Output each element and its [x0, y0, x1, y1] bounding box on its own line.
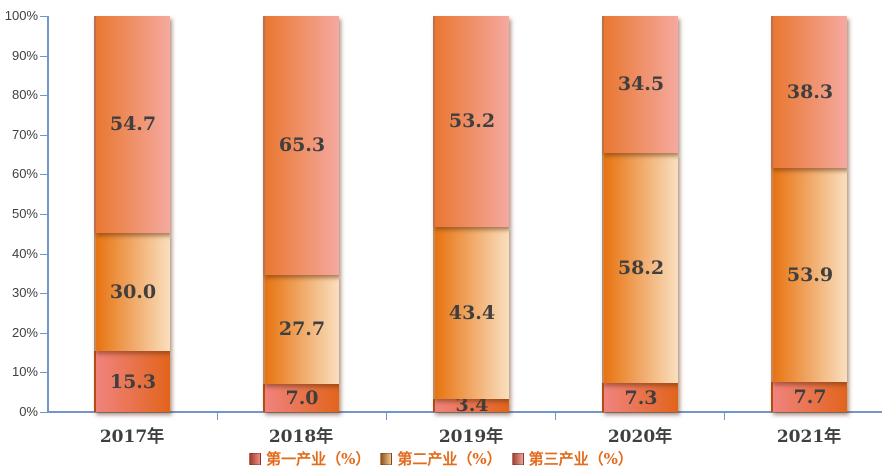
- data-label: 27.7: [278, 318, 326, 341]
- x-axis-tick: [555, 413, 556, 420]
- bar-2018年: 65.3 27.7 7.0: [263, 16, 339, 412]
- y-axis-tick-label: 70%: [11, 127, 38, 142]
- segment-第三产业（%）-2018年: 65.3: [263, 16, 339, 275]
- segment-第二产业（%）-2018年: 27.7: [263, 274, 339, 385]
- y-axis-tick-label: 10%: [11, 364, 38, 379]
- bar-2021年: 38.3 53.9 7.7: [771, 16, 847, 412]
- y-axis-tick: [40, 412, 47, 413]
- segment-第三产业（%）-2017年: 54.7: [94, 16, 170, 233]
- legend-swatch-icon: [380, 452, 393, 465]
- bar-2017年: 54.7 30.0 15.3: [94, 16, 170, 412]
- y-axis-tick-label: 40%: [11, 246, 38, 261]
- segment-第三产业（%）-2020年: 34.5: [602, 16, 678, 153]
- x-axis-label: 2019年: [438, 427, 504, 447]
- x-axis-label: 2018年: [268, 427, 334, 447]
- data-label: 3.4: [455, 394, 489, 417]
- bar-2019年: 53.2 43.4 3.4: [433, 16, 509, 416]
- x-axis-tick: [217, 413, 218, 420]
- data-label: 30.0: [109, 281, 157, 303]
- y-axis-tick-label: 90%: [11, 48, 38, 63]
- data-label: 7.7: [793, 385, 827, 408]
- data-label: 54.7: [109, 113, 157, 136]
- segment-第一产业（%）-2019年: 3.4: [433, 394, 509, 416]
- y-axis-tick-label: 30%: [11, 285, 38, 300]
- legend-item: 第一产业（%）: [249, 448, 370, 469]
- y-axis-tick: [40, 214, 47, 215]
- data-label: 53.9: [786, 263, 834, 286]
- x-axis-line: [47, 411, 882, 413]
- x-axis-label: 2021年: [776, 427, 842, 447]
- legend-swatch-icon: [249, 452, 262, 465]
- legend: 第一产业（%） 第二产业（%） 第三产业（%）: [0, 448, 882, 469]
- y-axis-tick-label: 60%: [11, 166, 38, 181]
- x-axis-tick: [724, 413, 725, 420]
- data-label: 53.2: [448, 110, 496, 133]
- y-axis-tick: [40, 95, 47, 96]
- y-axis-tick: [40, 135, 47, 136]
- data-label: 58.2: [617, 256, 665, 279]
- bar-2020年: 34.5 58.2 7.3: [602, 16, 678, 412]
- segment-第二产业（%）-2021年: 53.9: [771, 168, 847, 382]
- legend-swatch-icon: [511, 452, 524, 465]
- segment-第二产业（%）-2020年: 58.2: [602, 152, 678, 384]
- segment-第一产业（%）-2017年: 15.3: [94, 351, 170, 412]
- y-axis-tick-label: 20%: [11, 325, 38, 340]
- segment-第三产业（%）-2021年: 38.3: [771, 16, 847, 169]
- y-axis-tick-label: 0%: [19, 404, 38, 419]
- y-axis-tick: [40, 16, 47, 17]
- y-axis-tick-label: 100%: [4, 8, 38, 23]
- segment-第一产业（%）-2021年: 7.7: [771, 381, 847, 412]
- legend-item: 第三产业（%）: [511, 448, 633, 469]
- segment-第二产业（%）-2017年: 30.0: [94, 232, 170, 352]
- y-axis-tick-label: 80%: [11, 87, 38, 102]
- y-axis-tick: [40, 254, 47, 255]
- x-axis-label: 2017年: [99, 427, 165, 447]
- data-label: 65.3: [278, 134, 326, 157]
- data-label: 34.5: [617, 73, 665, 96]
- y-axis-tick: [40, 372, 47, 373]
- y-axis-tick: [40, 56, 47, 57]
- data-label: 7.0: [285, 387, 319, 410]
- y-axis-line: [47, 16, 49, 413]
- y-axis-tick: [40, 174, 47, 175]
- x-axis-label: 2020年: [607, 427, 673, 447]
- segment-第三产业（%）-2019年: 53.2: [433, 16, 509, 227]
- data-label: 7.3: [624, 386, 658, 409]
- legend-label: 第一产业（%）: [266, 450, 371, 468]
- legend-item: 第二产业（%）: [380, 448, 502, 469]
- y-axis-tick-label: 50%: [11, 206, 38, 221]
- data-label: 38.3: [786, 81, 834, 104]
- x-axis-tick: [386, 413, 387, 420]
- data-label: 43.4: [448, 301, 496, 324]
- segment-第一产业（%）-2018年: 7.0: [263, 384, 339, 412]
- data-label: 15.3: [109, 370, 157, 393]
- segment-第二产业（%）-2019年: 43.4: [433, 226, 509, 399]
- y-axis-tick: [40, 333, 47, 334]
- legend-label: 第三产业（%）: [528, 450, 633, 468]
- legend-label: 第二产业（%）: [397, 450, 502, 468]
- y-axis-tick: [40, 293, 47, 294]
- segment-第一产业（%）-2020年: 7.3: [602, 383, 678, 412]
